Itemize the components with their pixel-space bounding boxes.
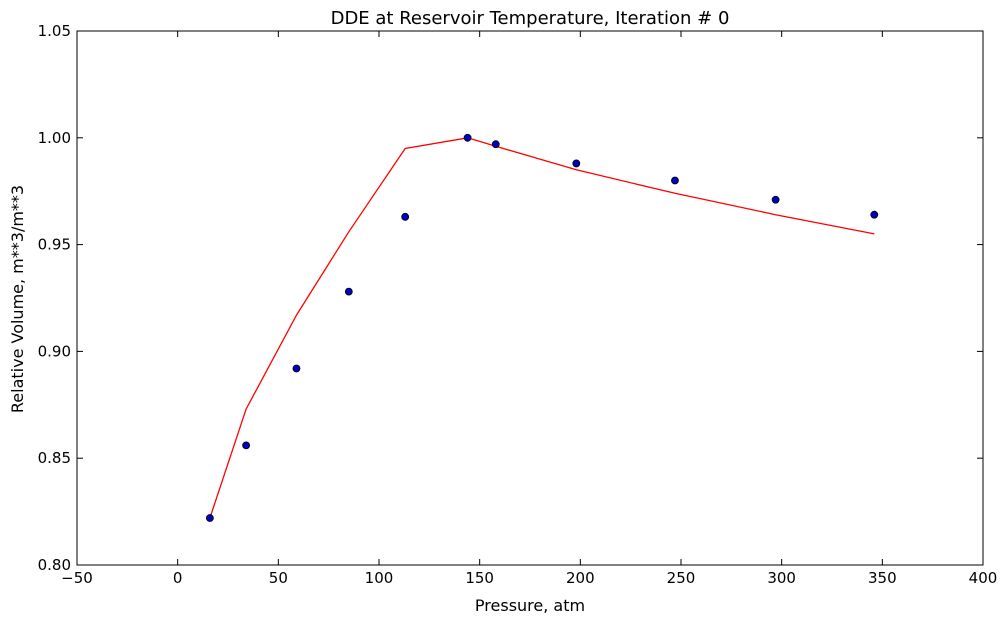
y-tick-label: 0.95 bbox=[38, 236, 71, 254]
x-tick-label: 300 bbox=[767, 569, 796, 587]
data-point bbox=[870, 210, 879, 219]
plot-frame bbox=[76, 30, 984, 566]
x-axis: −50 0 50 100 150 200 250 300 350 400 bbox=[61, 31, 997, 587]
data-point bbox=[242, 441, 251, 450]
x-tick-label: 150 bbox=[465, 569, 494, 587]
x-tick-label: 350 bbox=[868, 569, 897, 587]
y-tick-label: 1.05 bbox=[38, 22, 71, 40]
data-point bbox=[292, 364, 301, 373]
x-tick-label: 250 bbox=[667, 569, 696, 587]
x-tick-label: 100 bbox=[365, 569, 394, 587]
y-tick-label: 0.85 bbox=[38, 449, 71, 467]
data-point bbox=[572, 159, 581, 168]
chart-title: DDE at Reservoir Temperature, Iteration … bbox=[331, 8, 730, 29]
data-point bbox=[205, 514, 214, 522]
y-axis-label: Relative Volume, m**3/m**3 bbox=[8, 185, 27, 413]
data-point bbox=[344, 287, 353, 296]
y-tick-label: 1.00 bbox=[38, 129, 71, 147]
y-tick-label: 0.80 bbox=[38, 556, 71, 574]
model-line bbox=[209, 137, 875, 519]
y-tick-label: 0.90 bbox=[38, 342, 71, 360]
x-tick-label: 50 bbox=[269, 569, 288, 587]
x-tick-label: −50 bbox=[61, 569, 93, 587]
x-tick-label: 200 bbox=[566, 569, 595, 587]
data-point bbox=[463, 133, 472, 142]
x-tick-label: 0 bbox=[173, 569, 183, 587]
data-point bbox=[491, 140, 500, 149]
y-axis: 0.80 0.85 0.90 0.95 1.00 1.05 bbox=[38, 22, 983, 574]
x-axis-label: Pressure, atm bbox=[475, 596, 585, 615]
data-point bbox=[771, 195, 780, 204]
data-point bbox=[671, 176, 679, 185]
x-tick-label: 400 bbox=[969, 569, 998, 587]
series-layer bbox=[205, 133, 879, 522]
data-point bbox=[401, 212, 410, 221]
